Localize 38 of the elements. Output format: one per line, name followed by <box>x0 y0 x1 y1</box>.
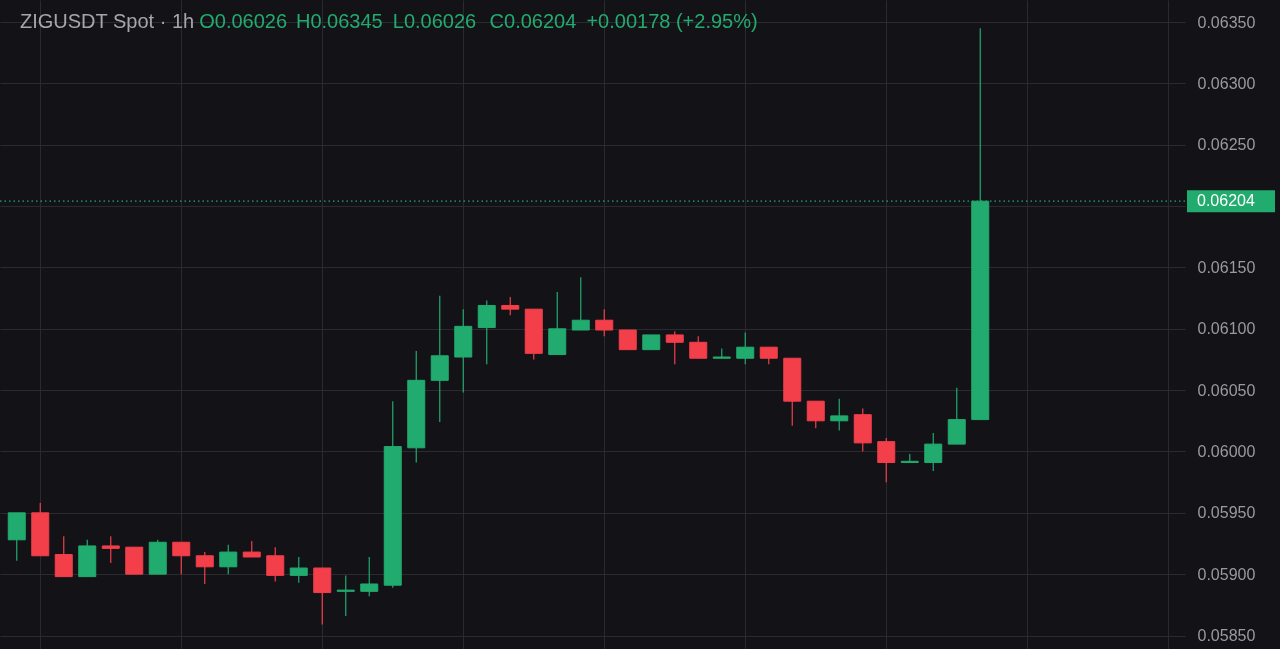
text: ZIGUSDT Spot · 1h <box>20 10 195 32</box>
candlestick <box>595 308 614 337</box>
annotation: L0.06026 <box>392 10 477 32</box>
candlestick <box>336 574 355 617</box>
annotation: +0.00178 (+2.95%) <box>586 10 758 32</box>
candlestick <box>830 398 849 432</box>
annotation: C0.06204 <box>489 10 577 32</box>
candlestick <box>54 535 73 578</box>
candlestick <box>806 400 825 429</box>
candlestick <box>219 544 238 575</box>
candlestick <box>360 556 379 597</box>
candlestick <box>571 276 590 331</box>
candlestick <box>924 432 943 472</box>
candlestick <box>266 546 285 583</box>
y-tick-label: 0.06000 <box>1197 442 1256 460</box>
y-tick-label: 0.06300 <box>1197 74 1256 92</box>
candlestick <box>877 437 896 483</box>
y-tick-label: 0.05850 <box>1197 627 1256 644</box>
candlestick <box>195 551 214 585</box>
candlestick <box>101 535 120 564</box>
y-tick-label: 0.06150 <box>1197 258 1256 276</box>
ref-line-label: 0.06204 <box>1197 192 1255 210</box>
candlestick <box>689 335 708 359</box>
candlestick <box>289 556 308 584</box>
y-tick-label: 0.06100 <box>1197 320 1256 338</box>
y-tick-label: 0.06250 <box>1197 136 1256 154</box>
y-tick-label: 0.06050 <box>1197 381 1256 399</box>
candlestick <box>665 330 684 365</box>
y-tick-label: 0.06350 <box>1197 13 1256 31</box>
candlestick <box>172 541 191 575</box>
candlestick <box>477 299 496 365</box>
candlestick <box>736 331 755 365</box>
annotation: O0.06026 <box>199 10 288 32</box>
annotation: H0.06345 <box>296 10 383 32</box>
y-tick-label: 0.05900 <box>1197 565 1256 583</box>
candlestick <box>618 329 637 351</box>
candlestick <box>501 296 520 316</box>
y-tick-label: 0.05950 <box>1197 504 1256 522</box>
